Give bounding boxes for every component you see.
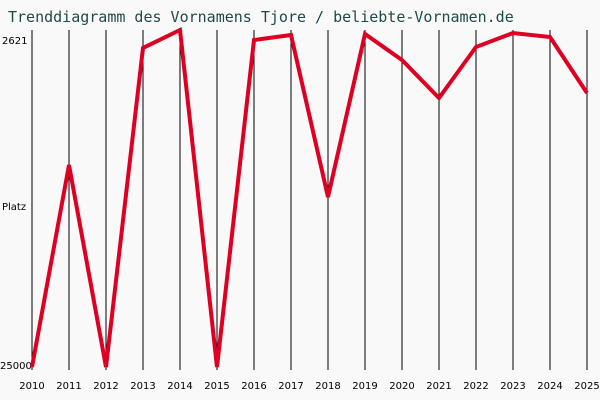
x-label-2016: 2016	[241, 381, 267, 392]
x-label-2021: 2021	[426, 381, 452, 392]
x-label-2025: 2025	[574, 381, 600, 392]
x-label-2017: 2017	[278, 381, 304, 392]
x-label-2015: 2015	[204, 381, 230, 392]
x-label-2013: 2013	[130, 381, 156, 392]
x-label-2011: 2011	[56, 381, 82, 392]
x-label-2012: 2012	[93, 381, 119, 392]
x-label-2023: 2023	[500, 381, 526, 392]
y-axis-top-label: 2621	[2, 36, 28, 47]
x-label-2014: 2014	[167, 381, 193, 392]
x-label-2024: 2024	[537, 381, 563, 392]
x-label-2010: 2010	[19, 381, 45, 392]
y-axis-bottom-label: 25000	[0, 361, 32, 372]
vertical-gridlines	[31, 30, 588, 370]
chart-title: Trenddiagramm des Vornamens Tjore / beli…	[8, 8, 514, 26]
x-label-2020: 2020	[389, 381, 415, 392]
x-label-2019: 2019	[352, 381, 378, 392]
x-label-2018: 2018	[315, 381, 341, 392]
rank-trend-line	[30, 26, 589, 368]
y-axis-title: Platz	[2, 202, 27, 213]
x-label-2022: 2022	[463, 381, 489, 392]
